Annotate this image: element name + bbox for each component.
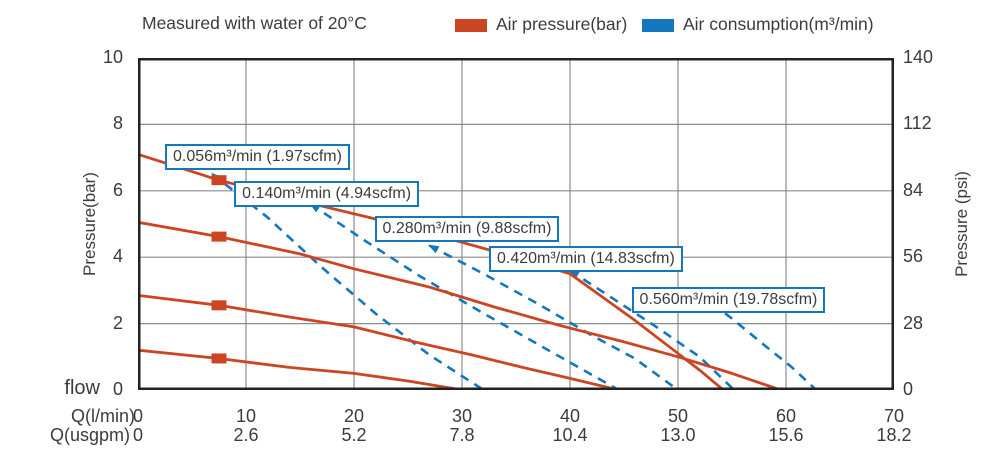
right-y-tick-label: 56 bbox=[903, 246, 924, 267]
x-tick-label-lmin: 40 bbox=[559, 406, 581, 426]
x-tick-label-usgpm: 13.0 bbox=[660, 425, 696, 445]
x-tick-label-lmin: 20 bbox=[343, 406, 365, 426]
plot-area bbox=[138, 58, 894, 390]
left-y-tick-label: 2 bbox=[112, 312, 123, 333]
x-row-label-usgpm: Q(usgpm) bbox=[49, 425, 130, 445]
air-pressure-legend-swatch bbox=[455, 19, 487, 32]
air-pressure-marker-1 bbox=[211, 175, 227, 186]
chart-title: Measured with water of 20°C bbox=[142, 13, 367, 33]
x-tick-label-lmin: 70 bbox=[883, 406, 905, 426]
consumption-arrowhead bbox=[568, 269, 580, 279]
air-consumption-curve-3 bbox=[428, 244, 679, 390]
x-tick-label-usgpm: 15.6 bbox=[768, 425, 804, 445]
left-y-tick-label: 6 bbox=[112, 179, 123, 200]
x-tick-label-usgpm: 0 bbox=[132, 425, 143, 445]
right-y-tick-label: 28 bbox=[903, 312, 924, 333]
air-pressure-marker-2 bbox=[211, 231, 227, 242]
left-y-tick-label: 0 bbox=[112, 379, 123, 399]
x-tick-label-usgpm: 18.2 bbox=[876, 425, 912, 445]
x-tick-label-lmin: 60 bbox=[775, 406, 797, 426]
consumption-label-2: 0.140m³/min (4.94scfm) bbox=[234, 180, 420, 207]
air-consumption-curve-4 bbox=[569, 269, 736, 390]
air-pressure-curve-4 bbox=[138, 348, 463, 390]
left-y-tick-label: 8 bbox=[112, 113, 123, 134]
plot-frame bbox=[138, 58, 894, 390]
flow-axis-label: flow bbox=[64, 377, 100, 399]
right-y-tick-label: 112 bbox=[903, 113, 932, 134]
consumption-label-1: 0.056m³/min (1.97scfm) bbox=[165, 143, 350, 170]
consumption-arrowhead bbox=[427, 244, 440, 254]
x-row-label-lmin: Q(l/min) bbox=[71, 406, 135, 426]
air-pressure-legend-label: Air pressure(bar) bbox=[496, 14, 628, 34]
x-tick-label-lmin: 50 bbox=[667, 406, 689, 426]
air-pressure-curve-2 bbox=[138, 220, 782, 390]
x-tick-label-usgpm: 5.2 bbox=[341, 425, 367, 445]
air-consumption-legend-label: Air consumption(m³/min) bbox=[683, 14, 874, 34]
air-consumption-curve-1 bbox=[211, 173, 485, 390]
air-pressure-marker-4 bbox=[211, 353, 227, 364]
left-y-tick-label: 10 bbox=[102, 47, 123, 67]
air-pressure-curve-3 bbox=[138, 294, 619, 390]
x-tick-label-usgpm: 10.4 bbox=[552, 425, 588, 445]
air-pressure-marker-3 bbox=[211, 300, 227, 311]
x-tick-label-usgpm: 7.8 bbox=[449, 425, 475, 445]
right-y-tick-label: 84 bbox=[903, 179, 924, 200]
legend-item-air-consumption: Air consumption(m³/min) bbox=[642, 14, 874, 35]
right-y-tick-label: 140 bbox=[903, 47, 934, 67]
air-consumption-legend-swatch bbox=[642, 19, 674, 32]
right-y-tick-label: 0 bbox=[903, 379, 914, 399]
consumption-label-4: 0.420m³/min (14.83scfm) bbox=[489, 245, 683, 272]
x-tick-label-lmin: 0 bbox=[132, 406, 143, 426]
left-y-tick-label: 4 bbox=[112, 246, 123, 267]
consumption-label-3: 0.280m³/min (9.88scfm) bbox=[374, 215, 560, 242]
consumption-label-5: 0.560m³/min (19.78scfm) bbox=[631, 287, 826, 314]
air-consumption-curve-5 bbox=[698, 292, 818, 390]
x-tick-label-lmin: 30 bbox=[451, 406, 473, 426]
x-tick-label-lmin: 10 bbox=[235, 406, 257, 426]
x-tick-label-usgpm: 2.6 bbox=[233, 425, 259, 445]
legend-item-air-pressure: Air pressure(bar) bbox=[455, 14, 627, 35]
